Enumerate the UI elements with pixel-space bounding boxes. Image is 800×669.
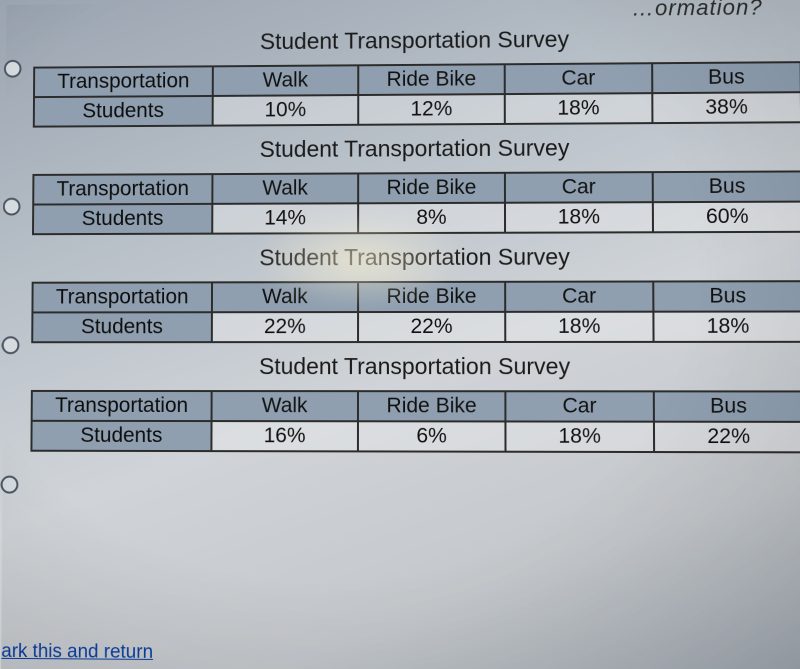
table-row: Students 22% 22% 18% 18% [32, 312, 800, 343]
survey-title: Student Transportation Survey [32, 243, 800, 272]
cell-value: 6% [358, 421, 506, 451]
col-car: Car [505, 281, 653, 311]
table-row: Transportation Walk Ride Bike Car Bus [32, 281, 800, 312]
table-row: Transportation Walk Ride Bike Car Bus [34, 62, 800, 97]
cell-value: 60% [653, 202, 800, 233]
cell-value: 18% [505, 202, 653, 233]
cell-value: 18% [505, 312, 653, 342]
col-bus: Bus [653, 171, 800, 202]
col-ridebike: Ride Bike [358, 173, 505, 204]
rowhead-students: Students [34, 96, 213, 127]
col-bus: Bus [652, 62, 800, 93]
rowhead-transportation: Transportation [32, 391, 212, 421]
table-row: Students 10% 12% 18% 38% [34, 92, 800, 126]
cell-value: 10% [213, 95, 359, 126]
col-bus: Bus [654, 391, 800, 422]
quiz-page: …ormation? Student Transportation Survey… [1, 0, 800, 669]
cell-value: 22% [358, 312, 505, 342]
option-radio-3[interactable] [2, 336, 20, 354]
option-radio-1[interactable] [4, 60, 22, 78]
table-row: Transportation Walk Ride Bike Car Bus [32, 391, 800, 422]
cell-value: 22% [212, 312, 358, 342]
cell-value: 18% [505, 421, 654, 452]
rowhead-students: Students [31, 421, 211, 451]
survey-title: Student Transportation Survey [31, 353, 800, 380]
cell-value: 14% [212, 203, 358, 233]
col-car: Car [505, 63, 653, 94]
table-row: Transportation Walk Ride Bike Car Bus [33, 171, 800, 204]
cell-value: 22% [654, 422, 800, 453]
radio-column [1, 60, 22, 494]
question-fragment: …ormation? [632, 0, 763, 22]
survey-title: Student Transportation Survey [33, 24, 800, 57]
cell-value: 18% [653, 312, 800, 342]
table-row: Students 16% 6% 18% 22% [31, 421, 800, 453]
col-walk: Walk [212, 282, 358, 312]
cell-value: 12% [358, 94, 505, 125]
col-walk: Walk [212, 391, 358, 421]
col-car: Car [505, 391, 654, 421]
table-row: Students 14% 8% 18% 60% [33, 202, 800, 235]
option-1[interactable]: Student Transportation Survey Transporta… [33, 20, 800, 127]
cell-value: 18% [505, 93, 653, 124]
survey-table-2: Transportation Walk Ride Bike Car Bus St… [32, 170, 800, 235]
survey-title: Student Transportation Survey [33, 133, 800, 164]
rowhead-students: Students [32, 312, 212, 342]
mark-and-return-link[interactable]: ark this and return [1, 641, 153, 664]
option-2[interactable]: Student Transportation Survey Transporta… [32, 129, 800, 235]
col-car: Car [505, 172, 653, 203]
rowhead-transportation: Transportation [32, 282, 212, 312]
rowhead-transportation: Transportation [34, 66, 213, 97]
rowhead-students: Students [33, 204, 212, 234]
cell-value: 38% [652, 92, 800, 123]
col-bus: Bus [653, 281, 800, 311]
option-radio-4[interactable] [1, 476, 19, 494]
survey-table-4: Transportation Walk Ride Bike Car Bus St… [30, 390, 800, 453]
col-ridebike: Ride Bike [358, 64, 505, 95]
option-4[interactable]: Student Transportation Survey Transporta… [30, 349, 800, 453]
col-ridebike: Ride Bike [358, 282, 505, 312]
survey-table-1: Transportation Walk Ride Bike Car Bus St… [33, 61, 800, 127]
col-walk: Walk [213, 65, 359, 96]
rowhead-transportation: Transportation [33, 174, 212, 204]
options-list: Student Transportation Survey Transporta… [30, 20, 800, 459]
survey-table-3: Transportation Walk Ride Bike Car Bus St… [31, 280, 800, 343]
cell-value: 8% [358, 203, 505, 233]
cell-value: 16% [211, 421, 358, 451]
option-3[interactable]: Student Transportation Survey Transporta… [31, 239, 800, 343]
option-radio-2[interactable] [3, 198, 21, 216]
col-ridebike: Ride Bike [358, 391, 505, 421]
col-walk: Walk [212, 173, 358, 203]
